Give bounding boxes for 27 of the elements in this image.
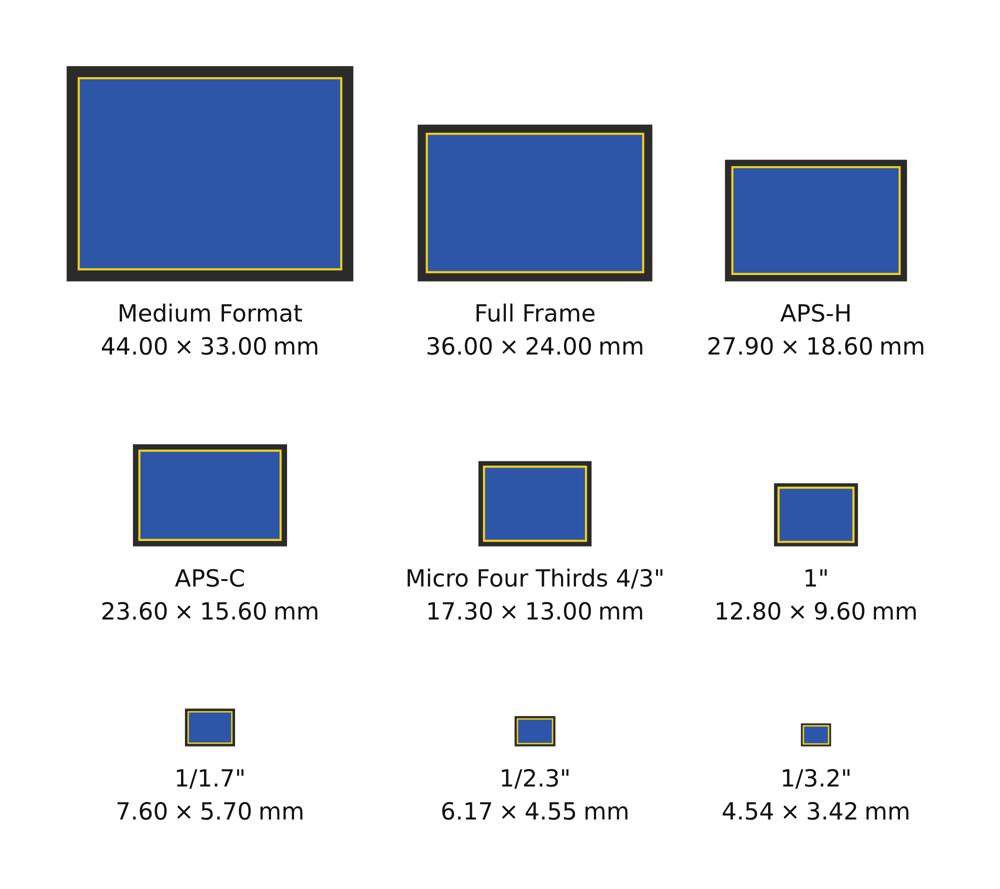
data-label: 24.00 mm <box>526 336 642 355</box>
data-label: 13.00 mm <box>527 602 642 620</box>
data-label: 33.00 mm <box>202 336 318 355</box>
data-label: 17.30 × <box>428 602 516 620</box>
category-label: 1/3.2" <box>782 768 850 789</box>
data-label: 18.60 mm <box>808 336 924 355</box>
category-label: 1" <box>806 569 827 587</box>
data-label: 4.55 mm <box>526 802 628 820</box>
data-label: 6.17 × <box>442 802 516 820</box>
category-label: APS-H <box>780 304 850 322</box>
data-label: 27.90 × <box>708 336 797 355</box>
data-label: 5.70 mm <box>202 802 302 820</box>
data-label: 12.80 × <box>716 602 804 620</box>
data-label: 23.60 × <box>102 602 191 620</box>
category-label: Micro Four Thirds 4/3" <box>408 568 662 589</box>
category-label: Medium Format <box>120 304 302 322</box>
data-label: 4.54 × <box>722 802 797 820</box>
data-label: 7.60 × <box>118 802 191 820</box>
data-label: 9.60 mm <box>814 602 916 620</box>
category-label: 1/1.7" <box>176 769 244 789</box>
data-label: 3.42 mm <box>808 802 908 820</box>
data-label: 36.00 × <box>428 336 516 355</box>
data-label: 44.00 × <box>102 336 191 355</box>
category-label: 1/2.3" <box>502 768 568 789</box>
category-label: Full Frame <box>476 304 594 322</box>
category-label: APS-C <box>174 568 244 587</box>
data-label: 15.60 mm <box>202 602 318 620</box>
